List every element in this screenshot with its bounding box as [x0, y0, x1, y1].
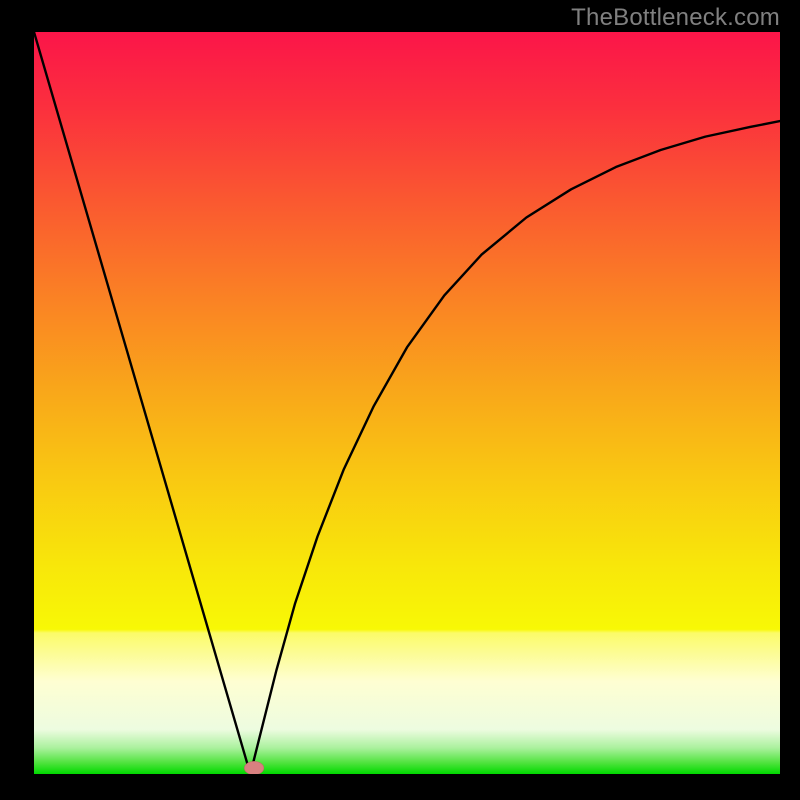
- optimum-marker: [244, 761, 263, 774]
- chart-background: [34, 32, 780, 774]
- chart-plot-area: [34, 32, 780, 774]
- chart-frame: TheBottleneck.com: [0, 0, 800, 800]
- chart-svg: [34, 32, 780, 774]
- attribution-text: TheBottleneck.com: [571, 4, 780, 32]
